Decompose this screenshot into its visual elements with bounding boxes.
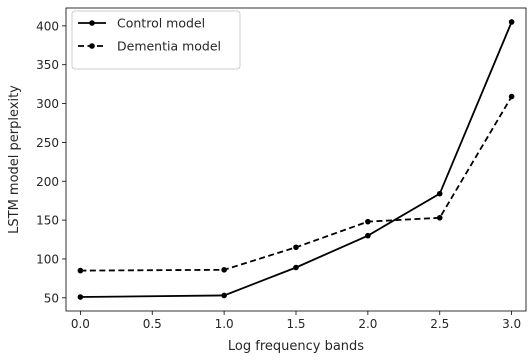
legend-box [71, 10, 241, 70]
y-tick-label: 350 [36, 58, 59, 72]
y-tick-label: 300 [36, 97, 59, 111]
data-point [77, 267, 84, 274]
data-point [436, 190, 443, 197]
legend: Control model Dementia model [71, 10, 241, 70]
data-point [508, 19, 515, 25]
x-axis-label: Log frequency bands [228, 339, 364, 354]
y-tick-label: 200 [36, 175, 59, 189]
series-line-1 [80, 21, 513, 298]
data-point [293, 264, 299, 271]
data-point [293, 244, 299, 251]
legend-label: Dementia model [117, 39, 221, 54]
y-axis-label: LSTM model perplexity [7, 85, 22, 234]
y-tick-label: 100 [36, 252, 59, 266]
legend-marker [89, 20, 95, 26]
y-tick-label: 50 [44, 291, 59, 305]
legend-label: Control model [117, 16, 205, 31]
data-point [221, 267, 227, 273]
data-point [365, 232, 371, 239]
x-tick-label: 0.5 [143, 317, 162, 331]
x-tick-label: 2.0 [358, 317, 377, 331]
data-point [508, 93, 515, 100]
y-axis-ticks: 50 100 150 200 250 300 350 400 [36, 19, 66, 305]
x-tick-label: 0.0 [71, 317, 90, 331]
x-axis-ticks: 0.0 0.5 1.0 1.5 2.0 2.5 3.0 [71, 311, 521, 331]
series-layer [77, 19, 515, 300]
x-tick-label: 3.0 [502, 317, 521, 331]
legend-marker [89, 43, 95, 49]
x-tick-label: 1.5 [286, 317, 305, 331]
y-tick-label: 400 [36, 19, 59, 33]
data-point [365, 218, 371, 225]
data-point [436, 214, 443, 221]
data-point [221, 292, 227, 299]
x-tick-label: 1.0 [215, 317, 234, 331]
y-tick-label: 150 [36, 214, 59, 228]
plot-frame [65, 7, 527, 312]
data-point [77, 294, 84, 300]
x-tick-label: 2.5 [430, 317, 449, 331]
series-line-2 [80, 96, 513, 272]
y-tick-label: 250 [36, 136, 59, 150]
